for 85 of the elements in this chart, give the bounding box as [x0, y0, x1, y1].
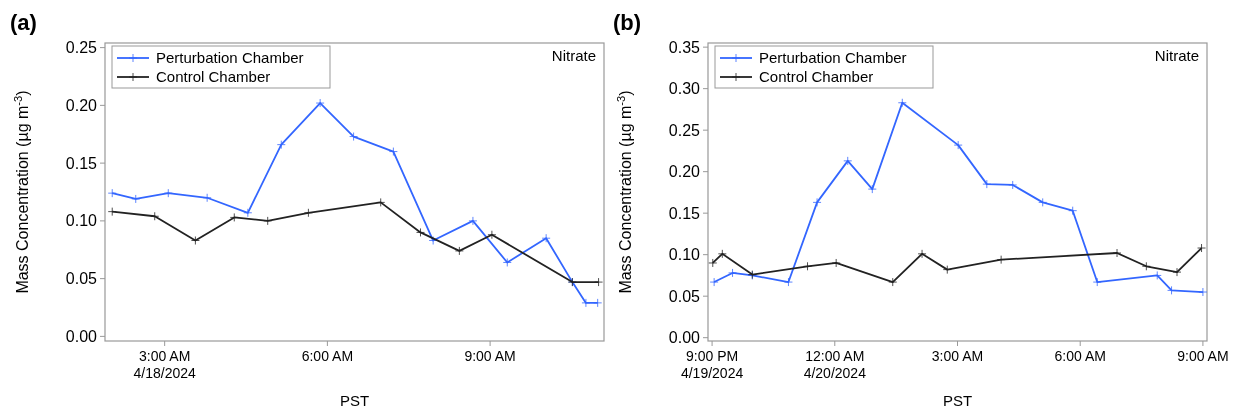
- y-tick-label: 0.15: [668, 204, 701, 222]
- point: [982, 179, 992, 189]
- legend-label: Perturbation Chamber: [156, 49, 304, 67]
- point: [1008, 180, 1018, 190]
- point: [487, 230, 497, 240]
- point: [1038, 197, 1048, 207]
- point: [1152, 271, 1162, 280]
- point: [581, 298, 591, 308]
- point: [1112, 248, 1122, 258]
- point: [888, 277, 898, 287]
- point: [593, 298, 603, 308]
- point: [263, 216, 273, 226]
- point: [1172, 267, 1182, 277]
- y-tick-label: 0.25: [668, 121, 701, 139]
- y-tick-label: 0.25: [65, 39, 98, 57]
- point: [1198, 287, 1208, 297]
- x-tick-label: 9:00 PM 4/19/2024: [680, 348, 744, 381]
- x-axis-title: PST: [942, 392, 973, 409]
- y-tick-label: 0.10: [668, 246, 701, 264]
- y-tick-label: 0.35: [668, 38, 701, 56]
- point: [996, 255, 1006, 265]
- point: [243, 208, 253, 218]
- point: [717, 249, 727, 259]
- y-tick-label: 0.05: [668, 287, 701, 305]
- x-tick-label: 6:00 AM: [301, 348, 354, 364]
- y-tick-label: 0.20: [65, 96, 98, 114]
- x-tick-label: 9:00 AM: [464, 348, 516, 364]
- y-tick-label: 0.10: [65, 212, 98, 230]
- point: [1167, 285, 1176, 295]
- y-tick-label: 0.30: [668, 80, 701, 98]
- point: [728, 268, 737, 278]
- point: [202, 193, 212, 203]
- point: [276, 140, 286, 150]
- x-tick-label: 12:00 AM 4/20/2024: [803, 348, 867, 381]
- point: [594, 277, 603, 287]
- point: [163, 188, 173, 198]
- point: [784, 277, 793, 287]
- point: [1092, 277, 1102, 287]
- legend-label: Control Chamber: [759, 68, 874, 86]
- point: [150, 211, 160, 221]
- y-tick-label: 0.20: [668, 163, 701, 181]
- point: [843, 156, 853, 166]
- chart-title: (a): [10, 10, 37, 35]
- point: [867, 184, 877, 194]
- point: [897, 98, 907, 108]
- point: [502, 258, 512, 267]
- x-tick-label: 6:00 AM: [1054, 348, 1106, 364]
- point: [131, 194, 141, 204]
- point: [708, 258, 718, 268]
- point: [831, 258, 841, 268]
- point: [107, 188, 117, 198]
- y-tick-label: 0.00: [65, 327, 98, 345]
- annotation: Nitrate: [1154, 47, 1199, 64]
- point: [304, 208, 313, 218]
- x-tick-label: 9:00 AM: [1177, 348, 1229, 364]
- annotation: Nitrate: [551, 47, 596, 64]
- point: [953, 140, 963, 150]
- point: [454, 246, 464, 256]
- point: [468, 216, 478, 226]
- x-tick-label: 3:00 AM: [931, 348, 984, 364]
- point: [812, 197, 822, 207]
- legend-label: Perturbation Chamber: [759, 49, 907, 67]
- point: [709, 277, 719, 287]
- point: [942, 265, 952, 275]
- point: [1141, 261, 1151, 271]
- point: [1068, 206, 1078, 216]
- y-tick-label: 0.00: [668, 329, 701, 347]
- point: [349, 132, 358, 141]
- x-axis-title: PST: [339, 392, 370, 409]
- legend-label: Control Chamber: [156, 68, 271, 86]
- point: [376, 198, 386, 207]
- chart-title: (b): [613, 10, 642, 35]
- point: [315, 98, 325, 108]
- point: [388, 147, 398, 156]
- y-tick-label: 0.15: [65, 154, 98, 172]
- point: [1197, 243, 1206, 253]
- point: [541, 233, 551, 243]
- point: [917, 249, 927, 259]
- x-tick-label: 3:00 AM 4/18/2024: [133, 348, 197, 381]
- y-tick-label: 0.05: [65, 270, 98, 288]
- point: [803, 261, 812, 271]
- point: [229, 213, 239, 222]
- point: [107, 207, 117, 217]
- point: [416, 228, 425, 237]
- point: [191, 236, 200, 245]
